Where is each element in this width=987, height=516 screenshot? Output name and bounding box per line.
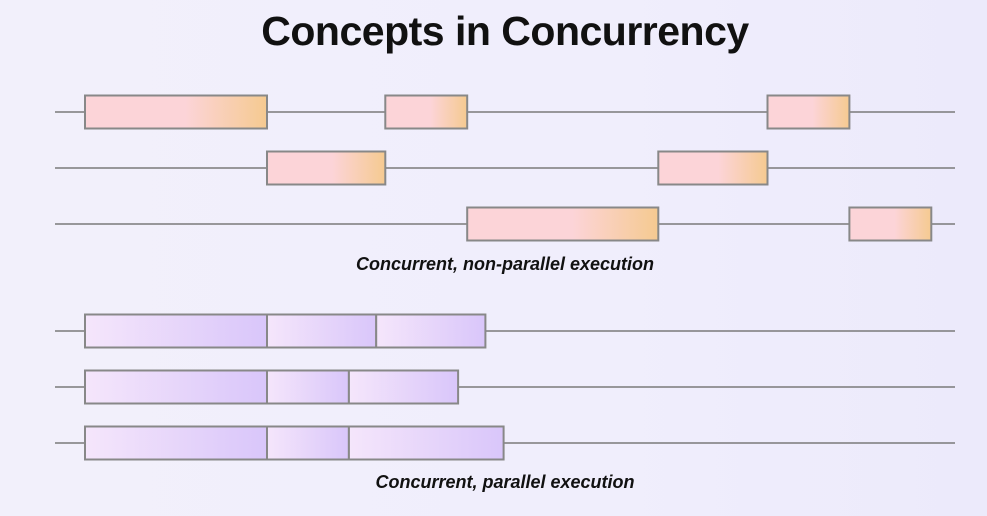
task-block-1-2-1 bbox=[266, 150, 387, 186]
task-block-2-1-1 bbox=[84, 313, 268, 349]
parallel-section bbox=[55, 313, 955, 461]
task-block-2-2-1 bbox=[84, 369, 268, 405]
non-parallel-section bbox=[55, 94, 955, 242]
task-block-2-2-3 bbox=[347, 369, 460, 405]
task-block-2-3-2 bbox=[266, 425, 350, 461]
task-block-2-3-3 bbox=[347, 425, 505, 461]
task-block-1-3-1 bbox=[466, 206, 660, 242]
task-block-2-1-3 bbox=[375, 313, 487, 349]
task-block-2-2-2 bbox=[266, 369, 350, 405]
parallel-caption: Concurrent, parallel execution bbox=[375, 472, 635, 492]
non-parallel-caption: Concurrent, non-parallel execution bbox=[355, 254, 655, 274]
task-block-1-3-2 bbox=[848, 206, 933, 242]
task-block-2-3-1 bbox=[84, 425, 268, 461]
task-block-1-2-2 bbox=[657, 150, 769, 186]
task-block-1-1-3 bbox=[766, 94, 851, 130]
task-block-2-1-2 bbox=[266, 313, 378, 349]
page-title: Concepts in Concurrency bbox=[261, 8, 749, 54]
task-block-1-1-1 bbox=[84, 94, 268, 130]
task-block-1-1-2 bbox=[384, 94, 469, 130]
